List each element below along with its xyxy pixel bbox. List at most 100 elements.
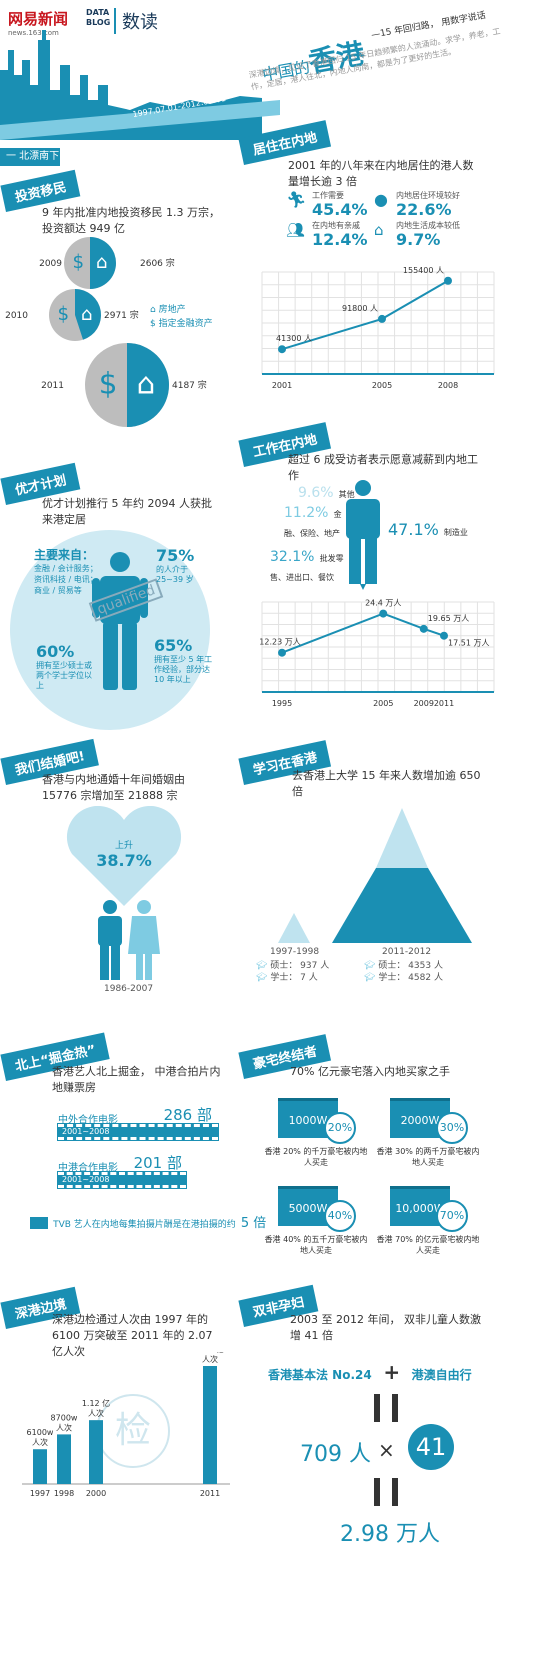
investment-legend: ⌂ 房地产 $ 指定金融资产 — [150, 303, 213, 331]
logo-shudu[interactable]: 数读 — [122, 12, 158, 33]
degree-pct: 60% — [36, 642, 75, 661]
plus-sign: + — [383, 1360, 401, 1384]
skyline-graphic — [0, 30, 280, 140]
data-point — [378, 314, 386, 323]
bar-value-label: 2.07 亿 — [196, 1352, 224, 1354]
border-desc: 深港边检通过人次由 1997 年的 6100 万突破至 2011 年的 2.07… — [52, 1313, 213, 1358]
legend-property: ⌂ 房地产 — [150, 303, 213, 317]
house-dollar-icon: ⌂ — [374, 221, 384, 239]
left-master-text: 硕士： 937 人 — [270, 961, 330, 971]
person-icon — [92, 552, 148, 690]
x-tick-label: 2009 — [414, 699, 434, 708]
living-stats: 🏃︎ 工作需要 45.4% ● 内地居住环境较好 22.6% 👥︎ 在内地有亲戚… — [286, 190, 486, 250]
luxury-card: 10,000W 70% 香港 70% 的亿元豪宅被内地人买走 — [372, 1182, 482, 1268]
x-tick-label: 1997 — [30, 1489, 50, 1498]
stat-env: ● 内地居住环境较好 22.6% — [374, 190, 460, 219]
study-right-master: 🎓︎ 硕士： 4353 人 — [364, 960, 443, 972]
stat-work: 🏃︎ 工作需要 45.4% — [286, 190, 368, 219]
inspection-stamp: 检 — [96, 1394, 170, 1468]
data-point — [444, 276, 452, 285]
bar — [203, 1366, 217, 1484]
row2-period: 2001~2008 — [62, 1175, 110, 1184]
pie-year-label: 2009 — [39, 259, 62, 269]
dollar-icon: $ — [150, 319, 156, 329]
x-tick-label: 1998 — [54, 1489, 74, 1498]
bar — [33, 1449, 47, 1484]
data-label: 19.65 万人 — [428, 614, 469, 623]
age-pct: 75% — [156, 546, 195, 565]
stat-family-label: 在内地有亲戚 — [312, 221, 360, 230]
x-tick-label: 2005 — [373, 699, 393, 708]
pie-property-slice — [75, 289, 102, 340]
industry-manufacturing: 47.1% 制造业 — [388, 520, 468, 539]
bar-unit-label: 人次 — [202, 1354, 218, 1364]
stat-cost: ⌂ 内地生活成本较低 9.7% — [374, 220, 460, 249]
legend-finance: $ 指定金融资产 — [150, 317, 213, 331]
header: 网易新闻 news.163.com DATA BLOG 数读 1997.07.0… — [0, 0, 550, 140]
pie-dollar-icon: $ — [58, 304, 70, 325]
pct-circle: 30% — [436, 1112, 468, 1144]
logo-netease-sub: news.163.com — [8, 29, 59, 37]
logo-netease[interactable]: 网易新闻 news.163.com — [8, 8, 68, 37]
pie-house-icon: ⌂ — [96, 252, 108, 273]
cap-icon: 🎓︎ — [256, 973, 268, 983]
study-desc: 去香港上大学 15 年来人数增加逾 650 倍 — [292, 769, 481, 798]
pie-year-label: 2010 — [5, 311, 28, 321]
investment-desc: 9 年内批准内地投资移民 1.3 万宗， 投资额达 949 亿 — [42, 206, 220, 235]
logo-data: DATA — [86, 8, 110, 17]
x-tick-label: 2001 — [272, 381, 292, 390]
price-tag: 2000W — [390, 1098, 450, 1138]
pie-year-label: 2011 — [41, 381, 64, 391]
luxury-card: 2000W 30% 香港 30% 的两千万豪宅被内地人买走 — [372, 1094, 482, 1180]
tvb-value: 5 倍 — [240, 1216, 267, 1231]
luxury-grid: 1000W 20% 香港 20% 的千万豪宅被内地人买走 2000W 30% 香港 30%… — [260, 1094, 500, 1264]
legend-property-label: 房地产 — [158, 305, 186, 315]
pie-dollar-icon: $ — [73, 252, 85, 273]
marriage-period: 1986-2007 — [104, 984, 154, 994]
marriage-desc: 香港与内地通婚十年间婚姻由 15776 宗增加至 21888 宗 — [42, 773, 185, 802]
talent-desc: 优才计划推行 5 年约 2094 人获批来港定居 — [42, 497, 212, 526]
left-bachelor-text: 学士： 7 人 — [270, 973, 318, 983]
pie-count-label: 4187 宗 — [172, 379, 207, 391]
x-tick-label: 1995 — [272, 699, 292, 708]
factor-value: 41 — [415, 1433, 447, 1461]
double-desc: 2003 至 2012 年间， 双非儿童人数激增 41 倍 — [290, 1313, 481, 1342]
pct-circle: 70% — [436, 1200, 468, 1232]
section-label: 一 北漂南下 — [6, 151, 60, 162]
study-left-period: 1997-1998 — [270, 947, 320, 957]
exp-pct: 65% — [154, 636, 193, 655]
logo-datablog[interactable]: DATA BLOG — [86, 8, 116, 34]
industry-retail-value: 32.1% — [270, 549, 315, 565]
x-tick-label: 2005 — [372, 381, 392, 390]
double-factor-circle: 41 — [408, 1424, 454, 1470]
age-text: 的人介于 25~39 岁 — [156, 565, 194, 584]
luxury-text: 香港 30% 的两千万豪宅被内地人买走 — [376, 1147, 480, 1167]
stat-work-label: 工作需要 — [312, 191, 344, 200]
pie-count-label: 2971 宗 — [104, 309, 139, 321]
luxury-text: 香港 20% 的千万豪宅被内地人买走 — [264, 1147, 368, 1167]
pie-house-icon: ⌂ — [137, 366, 156, 400]
stat-family: 👥︎ 在内地有亲戚 12.4% — [286, 220, 368, 249]
cap-icon: 🎓︎ — [256, 961, 268, 971]
x-tick-label: 2008 — [438, 381, 458, 390]
industry-other: 9.6% 其他 — [298, 482, 355, 501]
industry-other-value: 9.6% — [298, 485, 334, 501]
house-icon: ⌂ — [150, 305, 156, 315]
legend-finance-label: 指定金融资产 — [158, 319, 213, 329]
triangle-small — [278, 913, 310, 943]
talent-exp: 65% 拥有至少 5 年工作经验，部分达 10 年以上 — [154, 636, 216, 685]
bar-unit-label: 人次 — [88, 1408, 104, 1418]
pie-house-icon: ⌂ — [81, 304, 93, 325]
exp-text: 拥有至少 5 年工作经验，部分达 10 年以上 — [154, 655, 213, 684]
pct-circle: 40% — [324, 1200, 356, 1232]
degree-text: 拥有至少硕士或两个学士学位以上 — [36, 661, 92, 690]
study-left-bachelor: 🎓︎ 学士： 7 人 — [256, 972, 318, 984]
industry-finance-value: 11.2% — [284, 505, 329, 521]
row1-value: 286 部 — [163, 1106, 212, 1124]
tvb-text: TVB 艺人在内地每集拍摄片酬是在港拍摄的约 — [53, 1220, 236, 1230]
gold-desc: 香港艺人北上掘金， 中港合拍片内地赚票房 — [52, 1065, 221, 1094]
row1-period: 2001~2008 — [62, 1127, 110, 1136]
industry-retail-label: 批发零售、进出口、餐饮 — [270, 554, 344, 582]
industry-retail: 32.1% 批发零售、进出口、餐饮 — [270, 546, 346, 584]
